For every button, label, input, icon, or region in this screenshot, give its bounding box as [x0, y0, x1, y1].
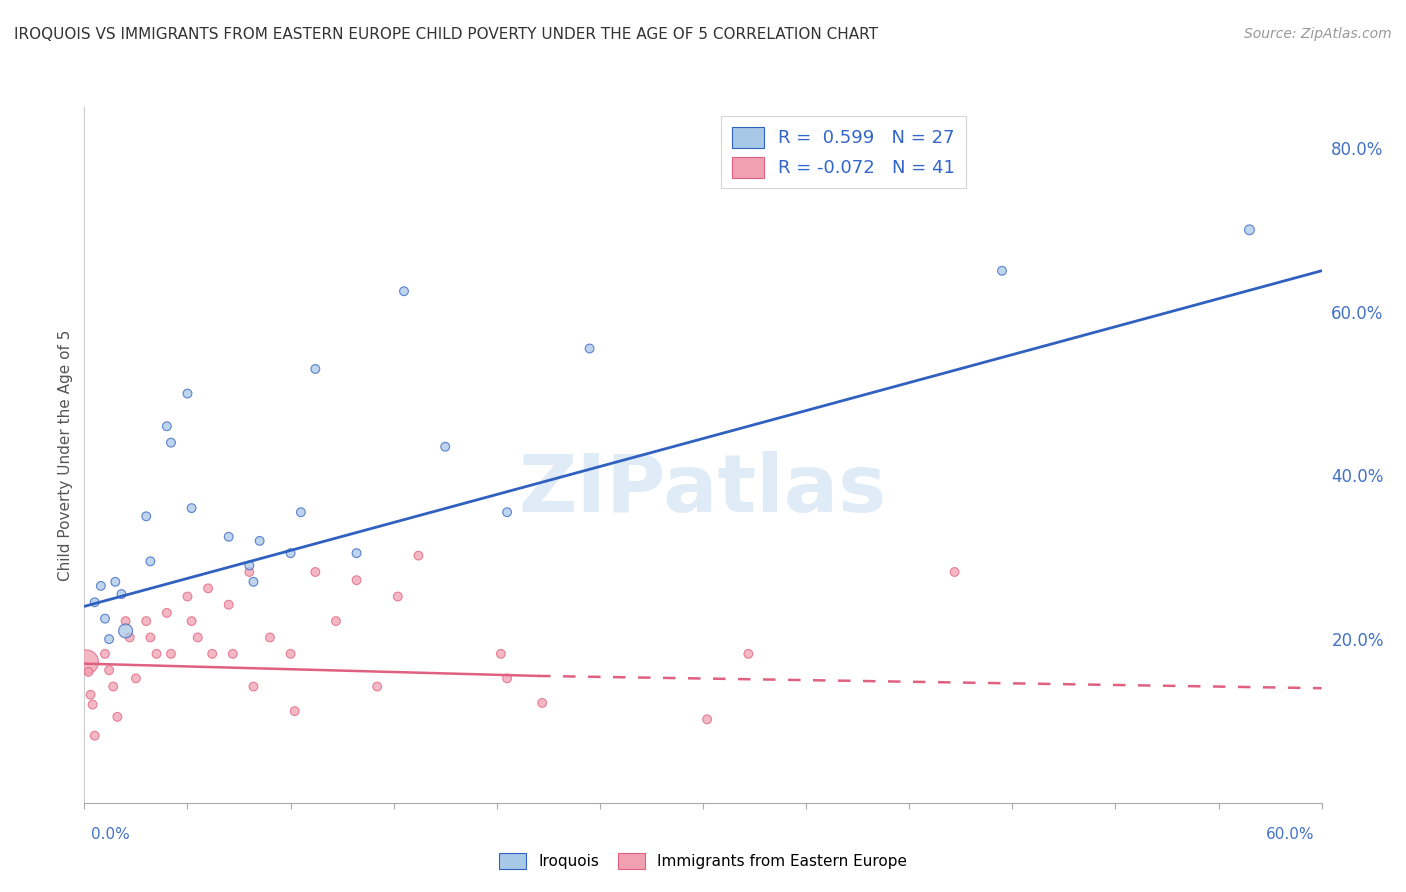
Point: [180, 501, 202, 516]
Point: [991, 264, 1014, 278]
Point: [325, 614, 347, 628]
Point: [284, 704, 307, 718]
Point: [160, 435, 183, 450]
Point: [105, 710, 128, 724]
Point: [259, 631, 281, 645]
Point: [103, 680, 125, 694]
Point: [82, 698, 104, 712]
Point: [304, 565, 326, 579]
Point: [238, 565, 260, 579]
Point: [104, 574, 127, 589]
Point: [197, 582, 219, 596]
Point: [346, 573, 368, 587]
Point: [496, 505, 519, 519]
Point: [531, 696, 554, 710]
Point: [156, 606, 179, 620]
Point: [578, 342, 600, 356]
Text: 0.0%: 0.0%: [91, 827, 131, 841]
Point: [118, 631, 141, 645]
Point: [110, 587, 132, 601]
Point: [222, 647, 245, 661]
Point: [218, 598, 240, 612]
Point: [249, 533, 271, 548]
Point: [77, 665, 100, 679]
Point: [434, 440, 457, 454]
Point: [242, 574, 264, 589]
Point: [83, 729, 105, 743]
Point: [187, 631, 209, 645]
Point: [90, 579, 112, 593]
Point: [408, 549, 430, 563]
Point: [737, 647, 759, 661]
Point: [75, 655, 97, 669]
Text: Source: ZipAtlas.com: Source: ZipAtlas.com: [1244, 27, 1392, 41]
Point: [135, 509, 157, 524]
Point: [139, 554, 162, 568]
Legend: Iroquois, Immigrants from Eastern Europe: Iroquois, Immigrants from Eastern Europe: [492, 847, 914, 875]
Point: [176, 590, 198, 604]
Point: [114, 614, 136, 628]
Point: [98, 663, 121, 677]
Point: [83, 595, 105, 609]
Point: [242, 680, 264, 694]
Point: [496, 672, 519, 686]
Point: [160, 647, 183, 661]
Point: [280, 647, 302, 661]
Point: [94, 612, 117, 626]
Point: [139, 631, 162, 645]
Point: [943, 565, 966, 579]
Point: [201, 647, 224, 661]
Point: [135, 614, 157, 628]
Legend: R =  0.599   N = 27, R = -0.072   N = 41: R = 0.599 N = 27, R = -0.072 N = 41: [721, 116, 966, 188]
Point: [125, 672, 148, 686]
Point: [238, 558, 260, 573]
Point: [156, 419, 179, 434]
Y-axis label: Child Poverty Under the Age of 5: Child Poverty Under the Age of 5: [58, 329, 73, 581]
Text: ZIPatlas: ZIPatlas: [519, 450, 887, 529]
Point: [387, 590, 409, 604]
Point: [180, 614, 202, 628]
Point: [79, 688, 101, 702]
Point: [145, 647, 167, 661]
Point: [366, 680, 388, 694]
Point: [304, 362, 326, 376]
Point: [1239, 223, 1261, 237]
Point: [280, 546, 302, 560]
Point: [489, 647, 512, 661]
Point: [94, 647, 117, 661]
Text: IROQUOIS VS IMMIGRANTS FROM EASTERN EUROPE CHILD POVERTY UNDER THE AGE OF 5 CORR: IROQUOIS VS IMMIGRANTS FROM EASTERN EURO…: [14, 27, 879, 42]
Point: [176, 386, 198, 401]
Point: [346, 546, 368, 560]
Text: 60.0%: 60.0%: [1267, 827, 1315, 841]
Point: [218, 530, 240, 544]
Point: [696, 712, 718, 726]
Point: [290, 505, 312, 519]
Point: [392, 284, 415, 298]
Point: [114, 624, 136, 638]
Point: [98, 632, 121, 646]
